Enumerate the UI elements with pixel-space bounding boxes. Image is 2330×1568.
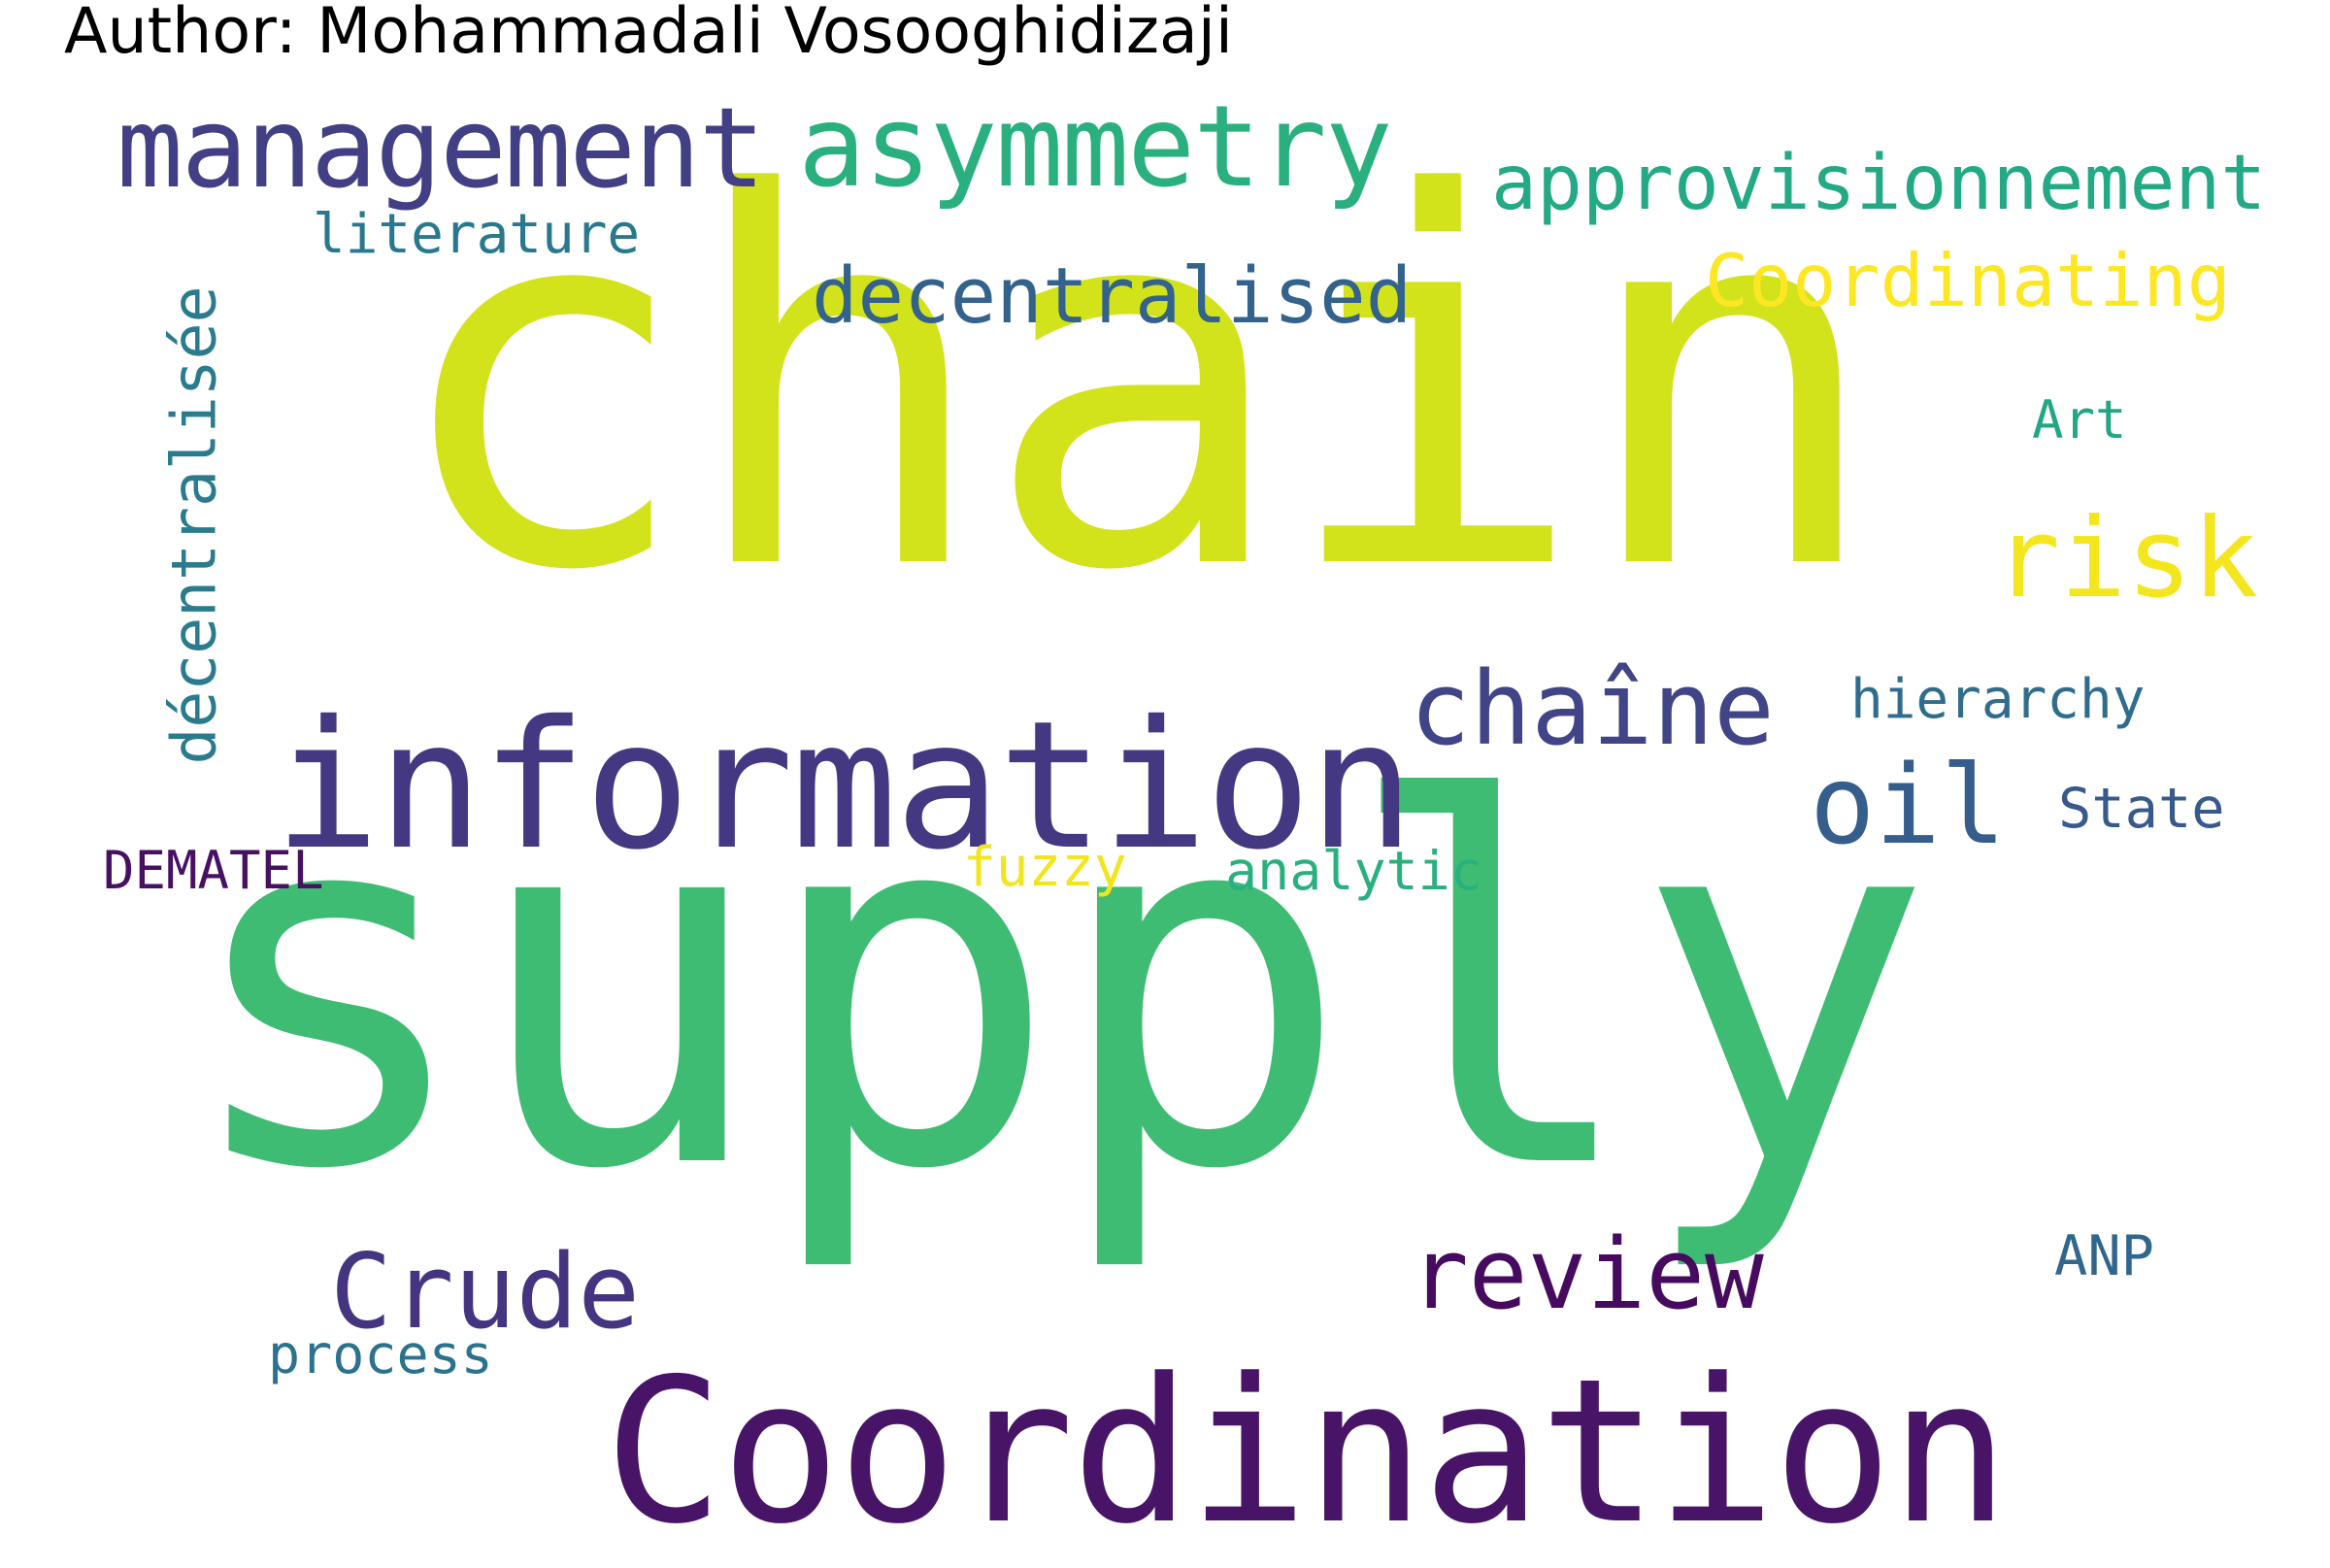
- word-supply: supply: [177, 697, 1934, 1279]
- word-coordination: Coordination: [604, 1337, 2010, 1568]
- word-crude: Crude: [330, 1232, 641, 1351]
- word-analytic: analytic: [1225, 840, 1482, 902]
- word-decentralisee: décentralisée: [158, 285, 230, 765]
- word-hierarchy: hierarchy: [1850, 668, 2146, 731]
- word-anp: ANP: [2054, 1224, 2154, 1288]
- word-coordinating: Coordinating: [1705, 238, 2231, 323]
- word-art: Art: [2032, 389, 2127, 450]
- word-asymmetry: asymmetry: [798, 82, 1393, 213]
- word-chaine: chaîne: [1410, 650, 1775, 768]
- word-management: management: [116, 83, 765, 213]
- word-literature: literature: [313, 203, 641, 266]
- word-oil: oil: [1810, 743, 2007, 869]
- author-title: Author: Mohammadali Vosooghidizaji: [64, 0, 1233, 68]
- word-risk: risk: [1994, 494, 2259, 622]
- word-review: review: [1410, 1217, 1764, 1331]
- word-information: information: [274, 683, 1415, 888]
- word-chain: chain: [386, 88, 1884, 683]
- word-state: State: [2058, 777, 2225, 841]
- word-approvisionnement: approvisionnement: [1491, 140, 2267, 227]
- word-decentralised: decentralised: [812, 251, 1413, 341]
- word-dematel: DEMATEL: [103, 840, 324, 901]
- word-fuzzy: fuzzy: [963, 836, 1127, 899]
- word-process: process: [268, 1323, 493, 1385]
